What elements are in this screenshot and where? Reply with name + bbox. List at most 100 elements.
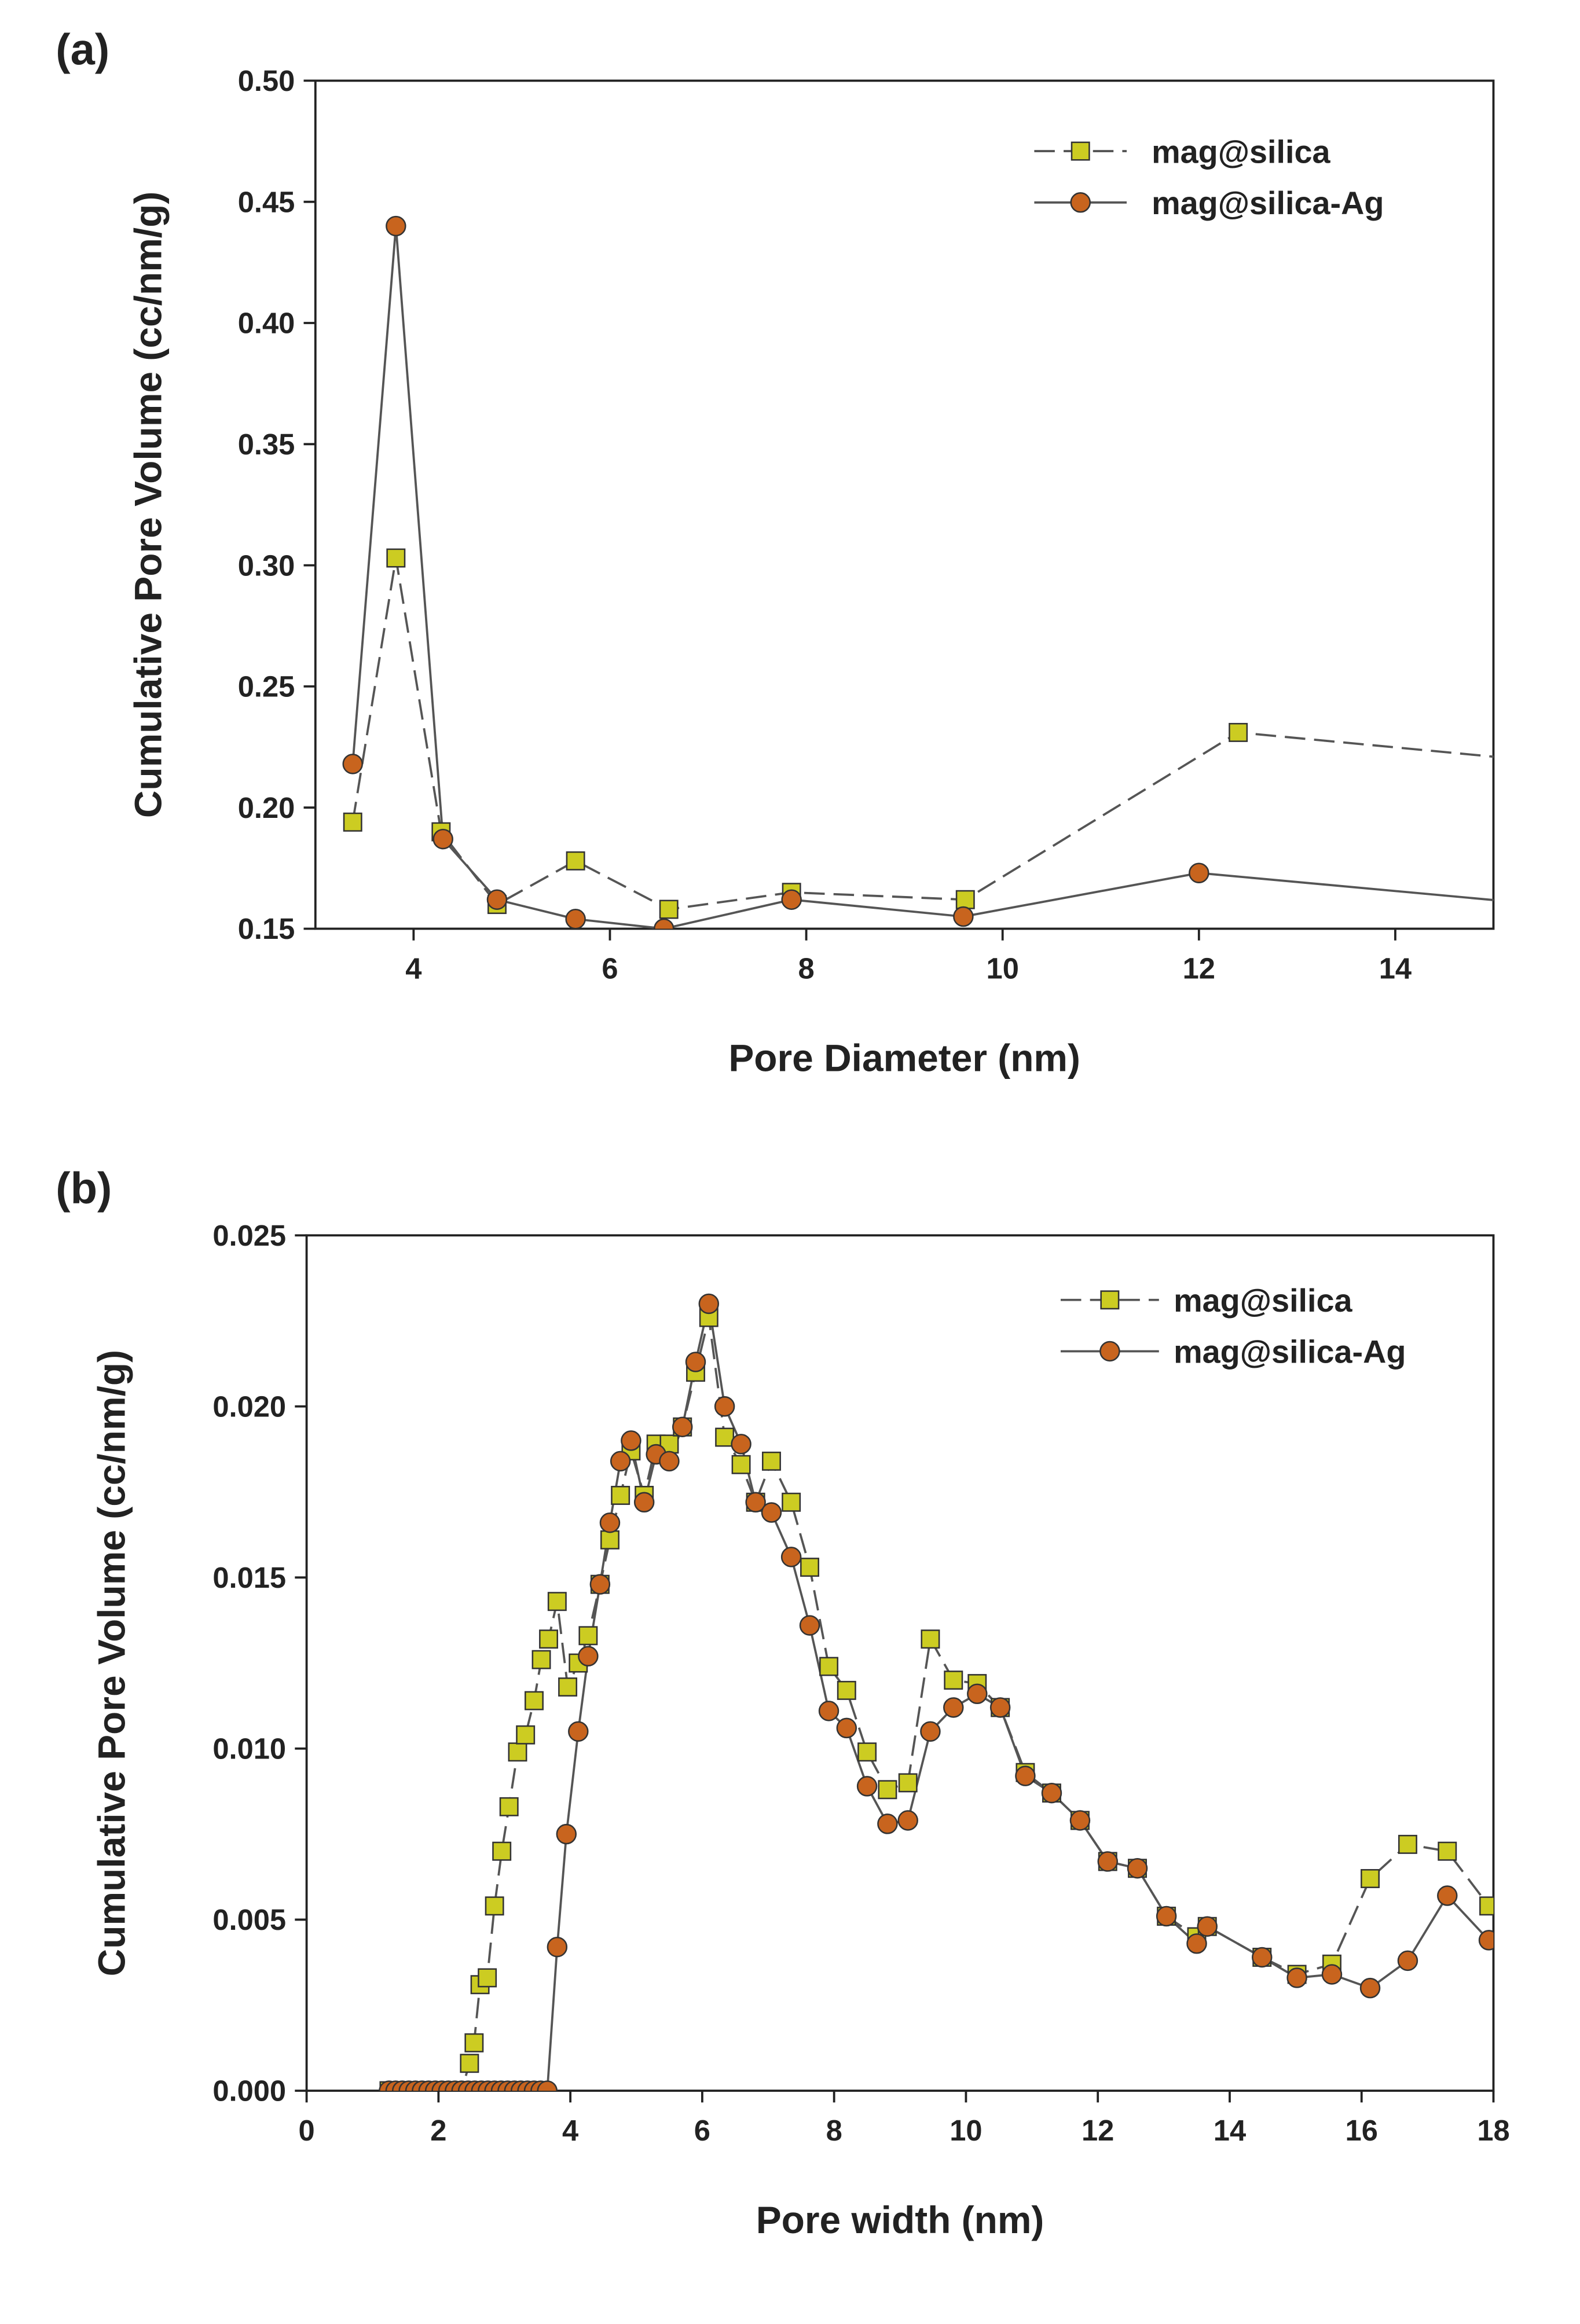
data-point (610, 1451, 631, 1472)
data-point (566, 851, 585, 871)
data-point (698, 1293, 720, 1315)
data-point (819, 1657, 839, 1676)
data-point (943, 1697, 964, 1718)
panel-label: (a) (56, 25, 109, 75)
x-tick-label: 12 (1183, 952, 1215, 985)
data-point (1359, 1977, 1381, 1999)
data-point (1398, 1834, 1417, 1854)
data-point (578, 1626, 598, 1646)
data-point (508, 1742, 527, 1762)
legend-marker (1100, 1290, 1120, 1310)
data-point (818, 1701, 840, 1721)
data-point (1437, 1885, 1458, 1906)
x-tick-label: 14 (1379, 952, 1412, 985)
data-point (565, 908, 586, 929)
data-point (955, 890, 975, 909)
data-point (558, 1677, 578, 1697)
x-tick-label: 18 (1477, 2114, 1509, 2147)
data-point (1041, 1782, 1062, 1804)
legend-label: mag@silica-Ag (1152, 185, 1384, 221)
data-point (1361, 1869, 1380, 1888)
data-point (780, 1547, 802, 1567)
y-axis-title: Cumulative Pore Volume (cc/nm/g) (90, 1350, 133, 1976)
y-tick-label: 0.25 (238, 670, 295, 703)
data-point (967, 1683, 988, 1705)
y-tick-label: 0.35 (238, 428, 295, 461)
data-point (478, 1968, 497, 1988)
data-point (659, 900, 679, 919)
y-tick-label: 0.025 (212, 1219, 286, 1252)
data-point (745, 1492, 766, 1513)
x-tick-label: 14 (1214, 2114, 1246, 2147)
data-point (485, 1896, 504, 1916)
data-point (386, 548, 406, 568)
y-tick-label: 0.50 (238, 64, 295, 97)
data-point (525, 1691, 544, 1710)
data-point (537, 2080, 558, 2091)
plot-frame (305, 1234, 1495, 2092)
x-tick-label: 12 (1082, 2114, 1114, 2147)
data-point (837, 1680, 856, 1700)
data-point (685, 1352, 706, 1372)
data-point (460, 2054, 479, 2073)
data-point (799, 1615, 820, 1636)
panel-label: (b) (56, 1163, 112, 1213)
y-tick-label: 0.020 (212, 1390, 286, 1423)
data-point (621, 1430, 641, 1451)
legend-label: mag@silica-Ag (1174, 1334, 1406, 1370)
data-point (556, 1823, 577, 1845)
x-tick-label: 16 (1346, 2114, 1378, 2147)
data-point (659, 1451, 680, 1472)
legend-marker (1070, 192, 1091, 213)
data-point (1015, 1765, 1036, 1786)
data-point (539, 1629, 559, 1649)
data-point (547, 1936, 568, 1958)
data-point (499, 1797, 519, 1816)
data-point (342, 754, 363, 774)
x-tick-label: 8 (826, 2114, 842, 2147)
data-point (781, 889, 802, 910)
y-tick-label: 0.45 (238, 185, 295, 218)
x-tick-label: 10 (987, 952, 1019, 985)
x-tick-label: 4 (562, 2114, 578, 2147)
x-tick-label: 10 (950, 2114, 982, 2147)
data-point (1286, 1967, 1307, 1988)
x-tick-label: 6 (602, 952, 618, 985)
data-point (898, 1773, 918, 1793)
data-point (531, 1650, 551, 1669)
data-point (1197, 1916, 1218, 1937)
y-axis-title: Cumulative Pore Volume (cc/nm/g) (127, 192, 170, 818)
data-point (516, 1725, 536, 1745)
data-point (920, 1721, 941, 1742)
data-point (599, 1512, 621, 1533)
data-point (953, 906, 974, 927)
data-point (989, 1697, 1011, 1718)
data-point (761, 1451, 781, 1471)
data-point (1069, 1810, 1091, 1831)
data-point (897, 1810, 918, 1831)
data-point (800, 1558, 819, 1577)
data-point (1127, 1858, 1148, 1879)
data-point (714, 1396, 735, 1417)
legend-marker (1071, 141, 1090, 161)
data-point (857, 1742, 877, 1762)
y-tick-label: 0.015 (212, 1561, 286, 1594)
x-axis-title: Pore Diameter (nm) (728, 1036, 1080, 1079)
data-point (547, 1592, 567, 1611)
data-point (1186, 1933, 1207, 1954)
data-point (633, 1492, 655, 1513)
legend-label: mag@silica (1152, 134, 1330, 170)
data-point (944, 1671, 963, 1690)
data-point (672, 1416, 693, 1437)
data-point (653, 918, 674, 929)
data-point (836, 1717, 857, 1739)
legend-marker (1099, 1341, 1120, 1362)
data-point (1097, 1851, 1119, 1872)
legend-label: mag@silica (1174, 1283, 1352, 1319)
plot-area (342, 215, 1494, 929)
data-point (877, 1813, 898, 1834)
y-tick-label: 0.005 (212, 1903, 286, 1936)
x-tick-label: 8 (798, 952, 814, 985)
data-point (731, 1434, 751, 1455)
